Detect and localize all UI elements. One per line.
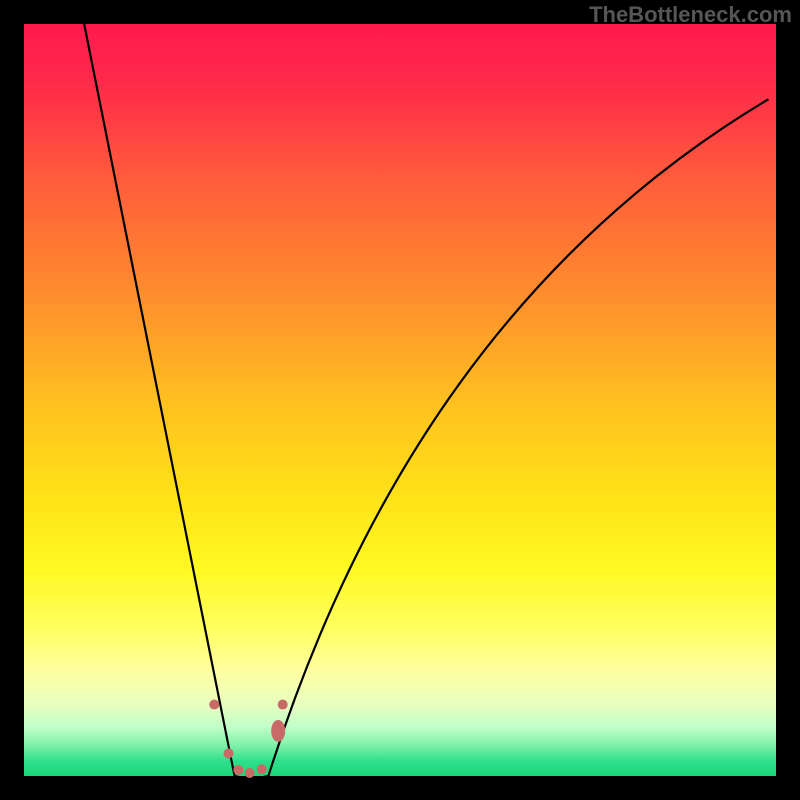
watermark-text: TheBottleneck.com [589, 2, 792, 28]
plot-background [24, 24, 776, 776]
data-marker [233, 765, 243, 775]
data-marker [278, 700, 288, 710]
data-marker [224, 748, 234, 758]
data-marker [271, 720, 285, 742]
data-marker [245, 768, 255, 778]
chart-svg [0, 0, 800, 800]
data-marker [257, 764, 267, 774]
chart-frame: TheBottleneck.com [0, 0, 800, 800]
data-marker [209, 700, 219, 710]
